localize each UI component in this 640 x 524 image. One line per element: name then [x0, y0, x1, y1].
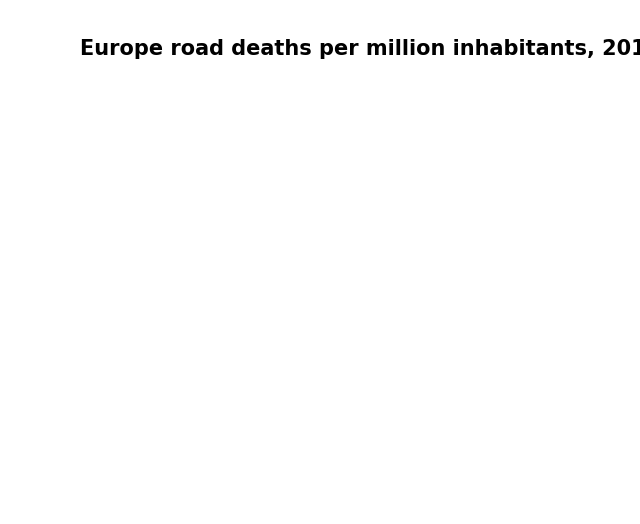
Text: Europe road deaths per million inhabitants, 2017: Europe road deaths per million inhabitan… [80, 39, 640, 59]
